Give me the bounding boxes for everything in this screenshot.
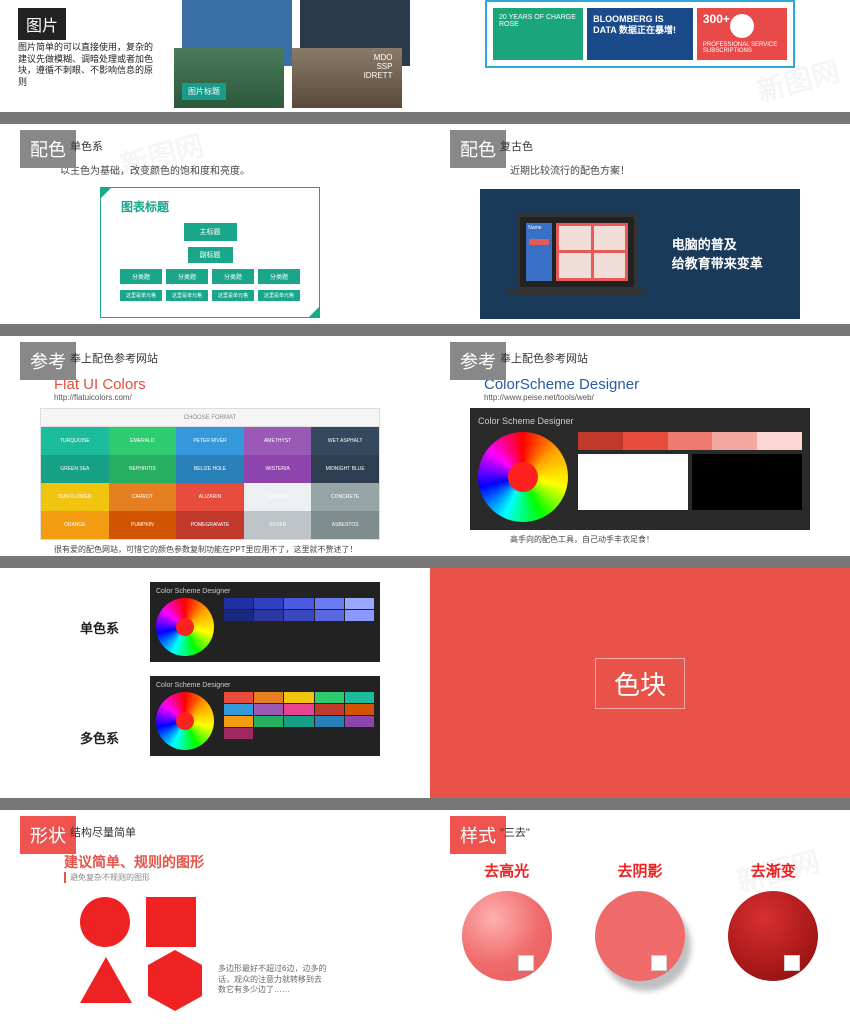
bloomberg-left: 20 YEARS OF CHARGE ROSE	[493, 8, 583, 60]
swatch: POMEGRANATE	[176, 511, 244, 539]
swatch: ALIZARIN	[176, 483, 244, 511]
color-wheel-icon	[156, 692, 214, 750]
slide-bloomberg: 20 YEARS OF CHARGE ROSE BLOOMBERG IS DAT…	[430, 0, 850, 112]
swatch: CONCRETE	[311, 483, 379, 511]
circle-shape	[80, 897, 130, 947]
swatch: WISTERIA	[244, 455, 312, 483]
csd-multi: Color Scheme Designer	[150, 676, 380, 756]
slide-retro-color: 配色 复古色 近期比较流行的配色方案！ Name 电脑的普及 给教育带来变革	[430, 124, 850, 324]
org-chart: 图表标题 主标题 副标题 分类题 分类题 分类题 分类题 这里是单元格 这里是单…	[100, 187, 320, 318]
swatch: TURQUOISE	[41, 427, 109, 455]
color-wheel-icon	[478, 432, 568, 522]
swatch: AMETHYST	[244, 427, 312, 455]
color-wheel-icon	[156, 598, 214, 656]
swatch: SUN FLOWER	[41, 483, 109, 511]
style-highlight: 去高光	[447, 860, 567, 981]
swatch: PETER RIVER	[176, 427, 244, 455]
retro-panel: Name 电脑的普及 给教育带来变革	[480, 189, 800, 319]
swatch: EMERALD	[109, 427, 177, 455]
sample-img-green: 图片标题	[174, 48, 284, 108]
swatch: NEPHRITIS	[109, 455, 177, 483]
swatch: ORANGE	[41, 511, 109, 539]
slide-images: 图片 图片简单的可以直接使用，复杂的建议先做模糊、调暗处理或者加色块，遵循不刺眼…	[0, 0, 420, 112]
square-shape	[146, 897, 196, 947]
swatch: CLOUDS	[244, 483, 312, 511]
swatch: GREEN SEA	[41, 455, 109, 483]
slide-shapes: 形状 结构尽量简单 建议简单、规则的图形 避免复杂不规则的图形 多边形最好不超过…	[0, 810, 420, 1030]
style-shadow: 去阴影	[580, 860, 700, 981]
person-icon	[730, 14, 754, 38]
swatch: SILVER	[244, 511, 312, 539]
image-desc: 图片简单的可以直接使用，复杂的建议先做模糊、调暗处理或者加色块，遵循不刺眼、不影…	[18, 42, 158, 89]
swatch: PUMPKIN	[109, 511, 177, 539]
sample-img-brown: MDO SSP IDRETT	[292, 48, 402, 108]
tag-peise: 配色	[20, 130, 76, 168]
tag-shape: 形状	[20, 816, 76, 854]
tag-style: 样式	[450, 816, 506, 854]
slide-mono-multi: 单色系 Color Scheme Designer 多色系 Color Sche…	[0, 568, 420, 798]
swatch: MIDNIGHT BLUE	[311, 455, 379, 483]
swatch: WET ASPHALT	[311, 427, 379, 455]
ball-shadow	[595, 891, 685, 981]
triangle-shape	[80, 957, 132, 1003]
csd-panel: Color Scheme Designer	[470, 408, 810, 530]
csd-url[interactable]: http://www.peise.net/tools/web/	[484, 393, 850, 402]
slide-csd: 参考 奉上配色参考网站 ColorScheme Designer http://…	[430, 336, 850, 556]
retro-text: 电脑的普及 给教育带来变革	[672, 235, 763, 274]
tag-ref-2: 参考	[450, 342, 506, 380]
csd-mono: Color Scheme Designer	[150, 582, 380, 662]
image-tag: 图片	[18, 8, 66, 40]
hexagon-shape	[148, 965, 202, 996]
swatch: BELIZE HOLE	[176, 455, 244, 483]
sekuai-title: 色块	[595, 658, 685, 709]
flatui-grid: CHOOSE FORMAT TURQUOISEEMERALDPETER RIVE…	[40, 408, 380, 540]
slide-styles: 样式 "三去" 去高光 去阴影 去渐变 新图网	[430, 810, 850, 1030]
swatch: ASBESTOS	[311, 511, 379, 539]
slide-sekuai: 色块 新图网	[430, 568, 850, 798]
bloomberg-right: 300+ PROFESSIONAL SERVICE SUBSCRIPTIONS	[697, 8, 787, 60]
tag-ref: 参考	[20, 342, 76, 380]
ball-highlight	[462, 891, 552, 981]
ball-gradient	[728, 891, 818, 981]
flatui-title: Flat UI Colors	[54, 376, 420, 393]
style-gradient: 去渐变	[713, 860, 833, 981]
laptop-icon: Name	[517, 214, 637, 295]
flatui-url[interactable]: http://flatuicolors.com/	[54, 393, 420, 402]
shape-note: 多边形最好不超过6边，边多的话，观众的注意力就转移到去数它有多少边了……	[218, 964, 328, 995]
slide-mono-color: 配色 单色系 以主色为基础，改变颜色的饱和度和亮度。 图表标题 主标题 副标题 …	[0, 124, 420, 324]
swatch: CARROT	[109, 483, 177, 511]
tag-peise-2: 配色	[450, 130, 506, 168]
csd-title: ColorScheme Designer	[484, 376, 850, 393]
bloomberg-box: 20 YEARS OF CHARGE ROSE BLOOMBERG IS DAT…	[485, 0, 795, 68]
bloomberg-mid: BLOOMBERG IS DATA 数据正在暴增!	[587, 8, 693, 60]
slide-flatui: 参考 奉上配色参考网站 Flat UI Colors http://flatui…	[0, 336, 420, 556]
